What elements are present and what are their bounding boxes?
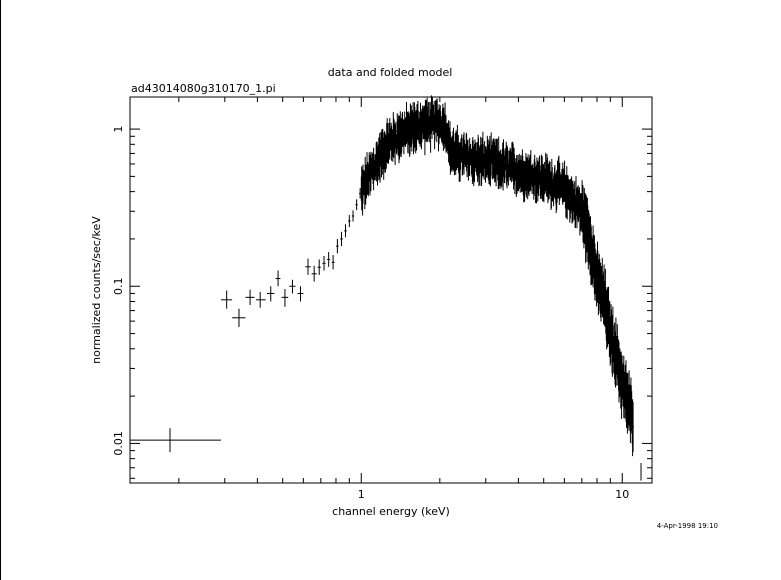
data-point: [358, 188, 362, 199]
data-point: [351, 210, 355, 222]
data-point: [220, 290, 233, 309]
data-point: [130, 428, 221, 453]
y-tick-label: 0.1: [112, 278, 125, 296]
y-tick-label: 1: [112, 126, 125, 133]
data-point: [331, 255, 335, 270]
data-point: [232, 308, 246, 328]
data-point: [305, 258, 311, 275]
data-point: [340, 231, 343, 247]
x-tick-label: 1: [358, 488, 365, 501]
timestamp: 4-Apr-1998 19:10: [657, 522, 718, 530]
y-axis: 0.01 0.1 1: [112, 126, 652, 479]
dense-data-band: [360, 95, 634, 457]
plot-frame: [129, 96, 653, 484]
x-axis: 1 10: [178, 97, 629, 501]
data-point: [355, 199, 358, 211]
window-border: [0, 0, 1, 580]
chart-subtitle: ad43014080g310170_1.pi: [131, 82, 276, 95]
data-point: [245, 289, 255, 305]
data-points: [130, 188, 642, 481]
data-point: [289, 279, 296, 294]
data-point: [322, 255, 326, 271]
x-tick-label: 10: [615, 488, 629, 501]
dense-data-band-path: [360, 95, 634, 457]
data-point: [275, 270, 281, 287]
y-axis-label: normalized counts/sec/keV: [90, 216, 103, 364]
data-point: [327, 252, 331, 267]
data-point: [335, 238, 339, 254]
data-point: [317, 259, 321, 275]
data-point: [255, 291, 266, 308]
data-point: [348, 215, 351, 228]
data-point: [281, 289, 289, 307]
data-point: [297, 286, 304, 302]
x-axis-label: channel energy (keV): [332, 505, 450, 518]
chart-title: data and folded model: [328, 66, 453, 79]
data-point: [311, 265, 317, 282]
y-tick-label: 0.01: [112, 431, 125, 456]
data-point: [344, 224, 347, 238]
data-point: [266, 286, 275, 302]
